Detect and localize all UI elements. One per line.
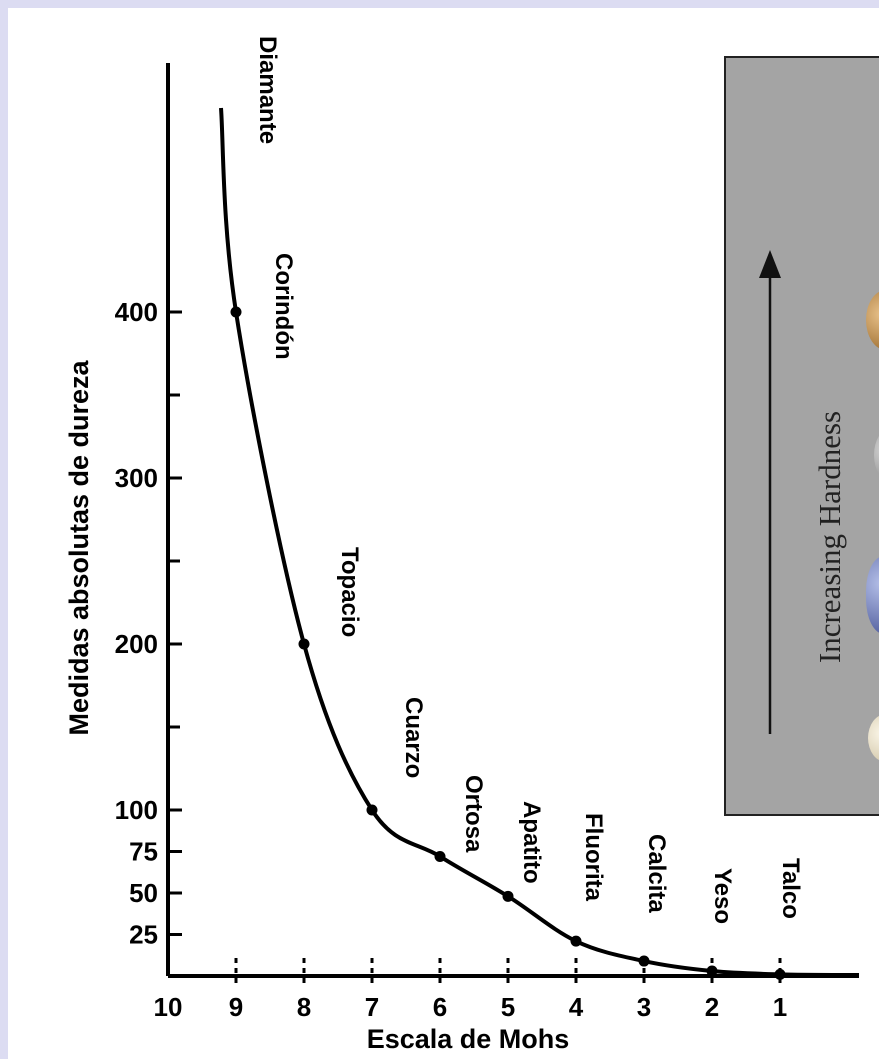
x-tick-label: 2 (705, 992, 719, 1022)
x-tick-label: 9 (229, 992, 243, 1022)
hardness-photo-panel: Increasing Hardness (724, 56, 879, 816)
y-tick-label: 100 (115, 795, 158, 825)
y-tick-label: 25 (129, 920, 158, 950)
x-tick-label: 8 (297, 992, 311, 1022)
figure-frame: 25 50 75 100 200 300 400 10 9 8 7 6 5 4 3 2 1 Medidas a… (8, 8, 879, 1059)
arrow-up-icon (759, 250, 781, 734)
mineral-photo-grey (874, 428, 879, 482)
mineral-label: Cuarzo (400, 697, 427, 778)
mineral-photo-blue (866, 556, 879, 634)
mineral-label: Fluorita (580, 813, 607, 902)
mohs-hardness-chart: 25 50 75 100 200 300 400 10 9 8 7 6 5 4 3 2 1 Medidas a… (64, 36, 860, 1054)
mineral-label: Topacio (336, 547, 363, 637)
mineral-marks: Diamante Corindón Topacio Cuarzo Ortosa Apati… (230, 36, 804, 980)
y-tick-label: 200 (115, 629, 158, 659)
x-tick-label: 4 (569, 992, 584, 1022)
x-tick-label: 1 (773, 992, 787, 1022)
mineral-photo-white (868, 714, 879, 762)
y-tick-label: 300 (115, 463, 158, 493)
mineral-point (502, 890, 514, 902)
y-ticks: 25 50 75 100 200 300 400 (115, 297, 182, 950)
mineral-point (434, 850, 446, 862)
y-tick-label: 75 (129, 837, 158, 867)
x-ticks: 10 9 8 7 6 5 4 3 2 1 (154, 958, 787, 1022)
y-tick-label: 400 (115, 297, 158, 327)
mineral-point (230, 306, 242, 318)
mineral-point (774, 968, 786, 980)
mineral-label: Diamante (254, 36, 281, 144)
mineral-label: Yeso (709, 868, 736, 924)
y-tick-label: 50 (129, 878, 158, 908)
x-tick-label: 5 (501, 992, 515, 1022)
mineral-photo-brown (866, 290, 879, 350)
mineral-point (706, 965, 718, 977)
mineral-label: Apatito (518, 801, 545, 884)
mineral-point (366, 804, 378, 816)
mineral-label: Calcita (643, 834, 670, 913)
x-tick-label: 6 (433, 992, 447, 1022)
mineral-label: Talco (777, 858, 804, 919)
x-tick-label: 10 (154, 992, 183, 1022)
mineral-point (570, 935, 582, 947)
mineral-label: Corindón (270, 253, 297, 360)
mineral-point (298, 638, 310, 650)
mineral-label: Ortosa (460, 775, 487, 853)
x-tick-label: 3 (637, 992, 651, 1022)
hardness-caption: Increasing Hardness (812, 410, 847, 664)
mineral-point (638, 955, 650, 967)
y-axis-title: Medidas absolutas de dureza (64, 359, 94, 735)
x-axis-title: Escala de Mohs (367, 1024, 570, 1054)
x-tick-label: 7 (365, 992, 379, 1022)
axes (166, 63, 859, 978)
